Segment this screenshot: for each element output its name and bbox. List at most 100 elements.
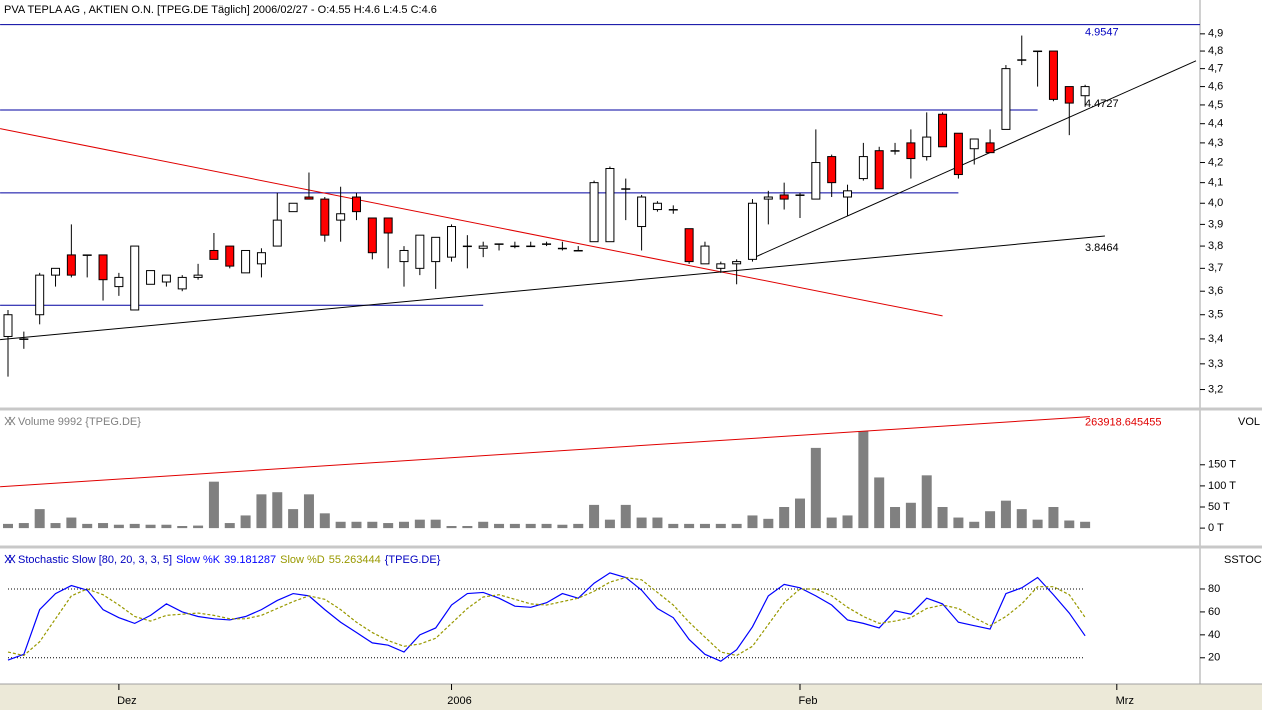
x-tick-label: Feb bbox=[799, 695, 818, 707]
candle-body bbox=[399, 249, 409, 263]
axis-label: SSTOC bbox=[1224, 554, 1262, 566]
y-tick-label: 4,0 bbox=[1208, 197, 1223, 209]
candle-body bbox=[858, 156, 868, 180]
candle-body bbox=[716, 263, 726, 269]
volume-bar bbox=[826, 517, 837, 529]
candle-body bbox=[827, 156, 837, 184]
volume-bar bbox=[351, 521, 362, 529]
candle-body bbox=[431, 236, 441, 263]
volume-bar bbox=[779, 507, 790, 529]
candle-body bbox=[605, 168, 615, 243]
panel-title: 55.263444 bbox=[329, 554, 381, 566]
candle-body bbox=[447, 226, 457, 258]
volume-bar bbox=[3, 523, 13, 529]
volume-bar bbox=[985, 511, 996, 529]
candle-body bbox=[367, 217, 377, 254]
chart-title: PVA TEPLA AG , AKTIEN O.N. [TPEG.DE Tägl… bbox=[4, 4, 437, 16]
volume-bar bbox=[462, 526, 473, 529]
volume-bar bbox=[1048, 507, 1059, 529]
candle-body bbox=[637, 196, 647, 228]
volume-bar bbox=[145, 524, 156, 529]
x-axis-area bbox=[0, 684, 1262, 710]
candle-body bbox=[779, 194, 789, 200]
volume-bar bbox=[1016, 509, 1027, 529]
volume-bar bbox=[953, 517, 964, 529]
panel-title: 39.181287 bbox=[224, 554, 276, 566]
volume-bar bbox=[858, 431, 869, 529]
x-tick-label: Dez bbox=[117, 695, 137, 707]
volume-bar bbox=[795, 498, 805, 529]
candle-body bbox=[922, 136, 932, 158]
candle-body bbox=[82, 254, 92, 256]
panel-title: Stochastic Slow [80, 20, 3, 3, 5] bbox=[18, 554, 172, 566]
candle-body bbox=[272, 219, 282, 247]
volume-bar bbox=[652, 517, 663, 529]
candle-body bbox=[241, 249, 251, 274]
candle-body bbox=[811, 162, 821, 200]
candle-body bbox=[1048, 50, 1058, 100]
candle-body bbox=[35, 274, 45, 316]
volume-bar bbox=[1032, 519, 1043, 529]
volume-bar bbox=[1064, 520, 1075, 529]
volume-bar bbox=[509, 523, 520, 529]
volume-bar bbox=[161, 524, 172, 529]
volume-bar bbox=[747, 515, 758, 529]
volume-bar bbox=[589, 504, 600, 529]
candle-body bbox=[969, 138, 979, 150]
candle-body bbox=[351, 196, 361, 213]
volume-bar bbox=[98, 523, 109, 529]
volume-bar bbox=[969, 521, 980, 529]
candle-body bbox=[589, 182, 599, 243]
candle-body bbox=[256, 252, 266, 265]
volume-bar bbox=[715, 523, 726, 529]
volume-bar bbox=[684, 523, 695, 529]
candle-body bbox=[985, 142, 995, 154]
trend-line bbox=[0, 128, 943, 317]
volume-bar bbox=[573, 523, 584, 529]
volume-bar bbox=[620, 504, 631, 529]
volume-bar bbox=[890, 507, 901, 529]
candle-body bbox=[494, 243, 504, 245]
candle-body bbox=[193, 274, 203, 278]
volume-bar bbox=[446, 526, 457, 529]
y-tick-label: 4,7 bbox=[1208, 63, 1223, 75]
candle-body bbox=[98, 254, 108, 281]
axis-label: VOL bbox=[1238, 416, 1260, 428]
volume-bar bbox=[399, 521, 409, 529]
panel-title: Slow %D bbox=[280, 554, 325, 566]
volume-bar bbox=[810, 447, 821, 529]
panel-title: Slow %K bbox=[176, 554, 221, 566]
volume-bar bbox=[224, 523, 235, 529]
y-tick-label: 4,6 bbox=[1208, 80, 1223, 92]
panel-title: {TPEG.DE} bbox=[385, 554, 441, 566]
candle-body bbox=[763, 196, 773, 200]
y-tick-label: 4,1 bbox=[1208, 177, 1223, 189]
y-tick-label: 4,2 bbox=[1208, 156, 1223, 168]
candle-body bbox=[19, 338, 29, 340]
y-tick-label: 0 T bbox=[1208, 522, 1224, 534]
volume-bar bbox=[414, 519, 425, 529]
y-tick-label: 3,2 bbox=[1208, 383, 1223, 395]
candle-body bbox=[336, 213, 346, 221]
panel-icon bbox=[4, 416, 16, 426]
candle-body bbox=[890, 150, 900, 152]
y-tick-label: 3,9 bbox=[1208, 218, 1223, 230]
candle-body bbox=[621, 188, 631, 190]
candle-body bbox=[938, 113, 948, 148]
panel-title: Volume 9992 {TPEG.DE} bbox=[18, 416, 141, 428]
volume-bar bbox=[34, 509, 45, 529]
volume-bar bbox=[541, 523, 552, 529]
x-tick-label: 2006 bbox=[447, 695, 471, 707]
volume-bar bbox=[842, 515, 853, 529]
volume-bar bbox=[18, 523, 29, 529]
candle-body bbox=[177, 276, 187, 290]
trend-line bbox=[0, 235, 1105, 341]
y-tick-label: 100 T bbox=[1208, 480, 1236, 492]
candle-body bbox=[209, 249, 219, 260]
volume-bar bbox=[240, 515, 251, 529]
y-tick-label: 4,4 bbox=[1208, 118, 1223, 130]
x-tick-label: Mrz bbox=[1116, 695, 1134, 707]
candle-body bbox=[415, 234, 425, 269]
y-tick-label: 4,3 bbox=[1208, 137, 1223, 149]
